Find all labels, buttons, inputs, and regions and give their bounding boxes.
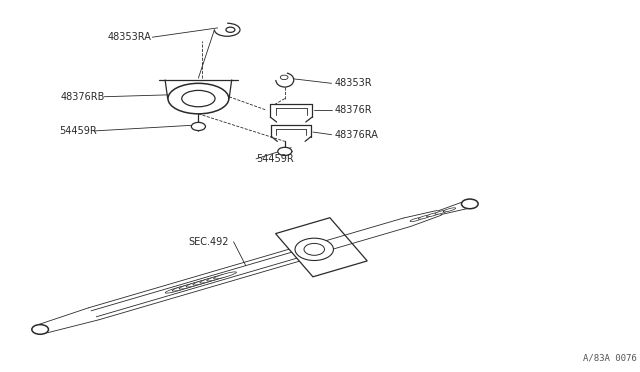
Circle shape bbox=[226, 27, 235, 32]
Circle shape bbox=[304, 243, 324, 255]
Polygon shape bbox=[276, 218, 367, 277]
Text: SEC.492: SEC.492 bbox=[189, 237, 229, 247]
Circle shape bbox=[280, 75, 288, 80]
Ellipse shape bbox=[168, 83, 229, 114]
Ellipse shape bbox=[427, 213, 439, 217]
Ellipse shape bbox=[186, 280, 209, 287]
Ellipse shape bbox=[435, 210, 447, 214]
Ellipse shape bbox=[410, 218, 422, 222]
Ellipse shape bbox=[214, 272, 236, 279]
Circle shape bbox=[461, 199, 478, 209]
Ellipse shape bbox=[165, 286, 188, 293]
Text: 48353RA: 48353RA bbox=[108, 32, 152, 42]
Text: 48376RA: 48376RA bbox=[335, 130, 379, 140]
Text: 48376R: 48376R bbox=[335, 105, 372, 115]
Circle shape bbox=[295, 238, 333, 260]
Circle shape bbox=[278, 147, 292, 155]
Ellipse shape bbox=[179, 282, 202, 289]
Text: 54459R: 54459R bbox=[256, 154, 294, 164]
Ellipse shape bbox=[182, 90, 215, 107]
Text: 54459R: 54459R bbox=[59, 126, 97, 136]
Circle shape bbox=[32, 325, 49, 334]
Circle shape bbox=[191, 122, 205, 131]
Ellipse shape bbox=[200, 276, 223, 283]
Ellipse shape bbox=[193, 278, 216, 285]
Ellipse shape bbox=[172, 284, 195, 291]
Ellipse shape bbox=[419, 215, 431, 219]
Ellipse shape bbox=[207, 274, 230, 281]
Text: 48353R: 48353R bbox=[335, 78, 372, 88]
Text: A/83A 0076: A/83A 0076 bbox=[583, 354, 637, 363]
Text: 48376RB: 48376RB bbox=[61, 92, 105, 102]
Ellipse shape bbox=[443, 208, 456, 212]
